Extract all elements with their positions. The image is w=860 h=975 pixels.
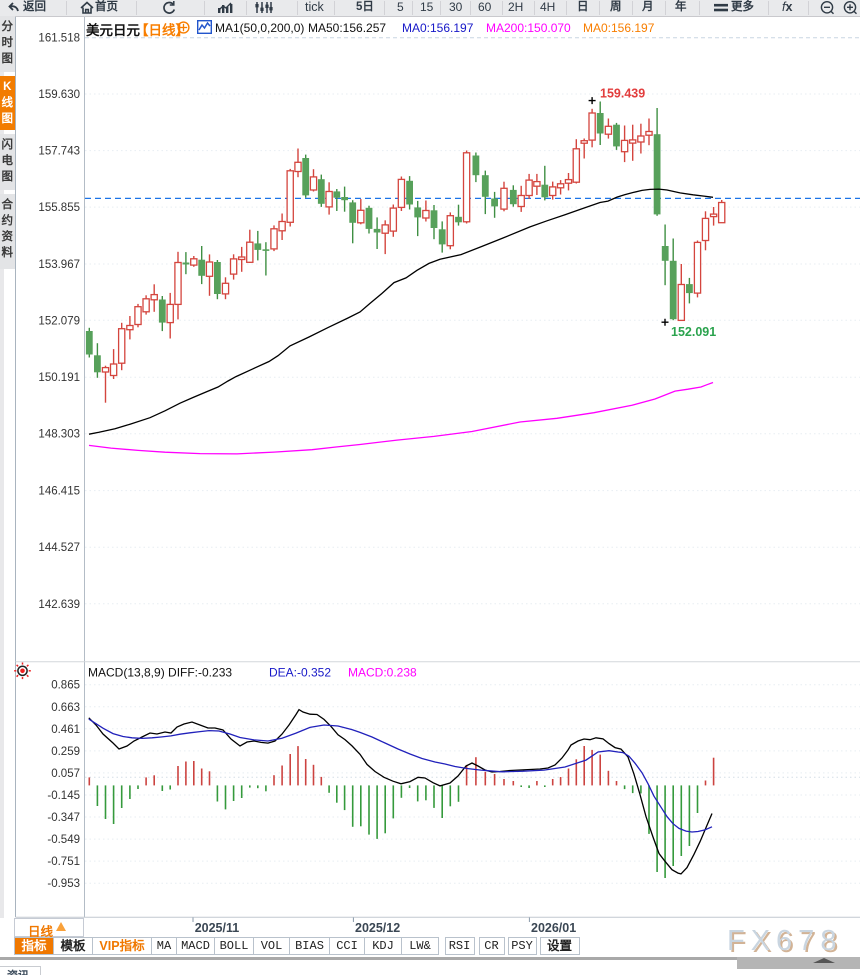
svg-text:152.091: 152.091: [671, 325, 716, 339]
svg-text:161.518: 161.518: [38, 33, 80, 45]
svg-text:0.865: 0.865: [51, 680, 80, 692]
svg-text:148.303: 148.303: [38, 429, 80, 441]
svg-text:MACD(13,8,9) DIFF:-0.233: MACD(13,8,9) DIFF:-0.233: [88, 666, 232, 680]
svg-text:159.630: 159.630: [38, 89, 80, 101]
svg-text:-0.953: -0.953: [47, 878, 80, 890]
svg-text:0.259: 0.259: [51, 746, 80, 758]
svg-text:150.191: 150.191: [38, 372, 80, 384]
svg-text:157.743: 157.743: [38, 146, 80, 158]
svg-text:153.967: 153.967: [38, 259, 80, 271]
svg-text:DEA:-0.352: DEA:-0.352: [269, 666, 331, 680]
svg-text:-0.145: -0.145: [47, 790, 80, 802]
svg-text:159.439: 159.439: [600, 87, 645, 101]
svg-text:155.855: 155.855: [38, 202, 80, 214]
svg-text:0.057: 0.057: [51, 768, 80, 780]
svg-text:0.663: 0.663: [51, 702, 80, 714]
svg-text:-0.347: -0.347: [47, 812, 80, 824]
svg-text:146.415: 146.415: [38, 486, 80, 498]
svg-text:MACD:0.238: MACD:0.238: [348, 666, 417, 680]
svg-text:-0.751: -0.751: [47, 856, 80, 868]
svg-text:0.461: 0.461: [51, 724, 80, 736]
svg-text:-0.549: -0.549: [47, 834, 80, 846]
svg-text:142.639: 142.639: [38, 599, 80, 611]
svg-text:152.079: 152.079: [38, 315, 80, 327]
svg-text:144.527: 144.527: [38, 542, 80, 554]
